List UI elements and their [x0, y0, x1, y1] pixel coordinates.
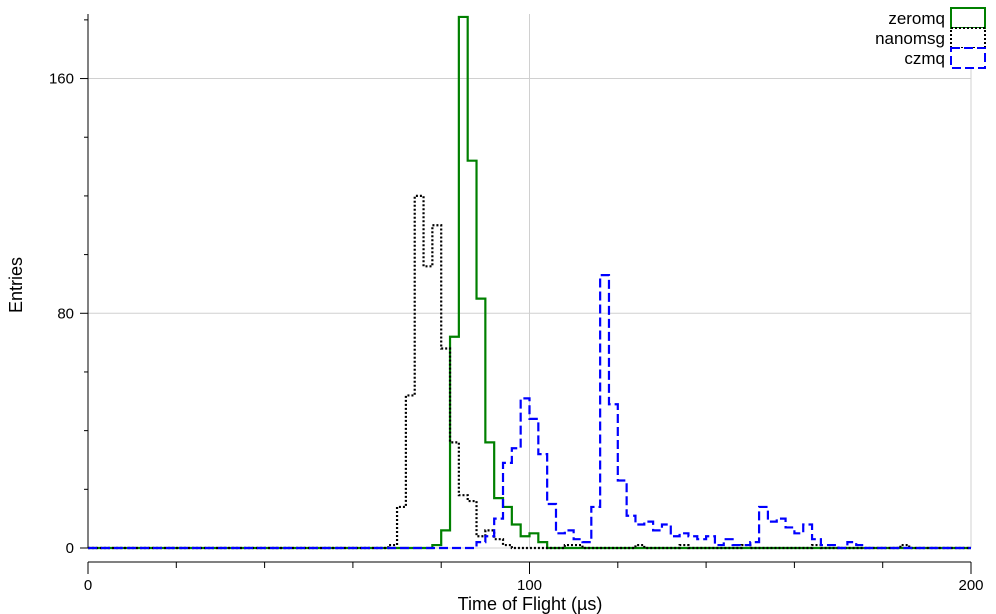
- axes: 0 80 160 0 100 200: [49, 14, 984, 594]
- y-tick-label: 0: [66, 540, 74, 557]
- x-tick-label: 0: [84, 577, 92, 594]
- plot-series: [88, 15, 971, 550]
- grid-lines: [87, 14, 972, 549]
- legend-label-zeromq: zeromq: [888, 9, 945, 28]
- legend-swatch-czmq: [950, 47, 986, 69]
- legend-swatch-zeromq: [950, 7, 986, 29]
- legend-label-czmq: czmq: [904, 49, 945, 68]
- x-tick-label: 200: [958, 577, 983, 594]
- series-nanomsg-line: [88, 194, 971, 550]
- series-czmq-line: [88, 274, 971, 550]
- x-axis-label: Time of Flight (µs): [458, 594, 603, 614]
- y-tick-label: 160: [49, 71, 74, 88]
- legend-label-nanomsg: nanomsg: [875, 29, 945, 48]
- y-tick-label: 80: [57, 305, 74, 322]
- y-axis-label: Entries: [6, 257, 26, 313]
- x-tick-label: 100: [517, 577, 542, 594]
- legend-swatch-nanomsg: [950, 27, 986, 49]
